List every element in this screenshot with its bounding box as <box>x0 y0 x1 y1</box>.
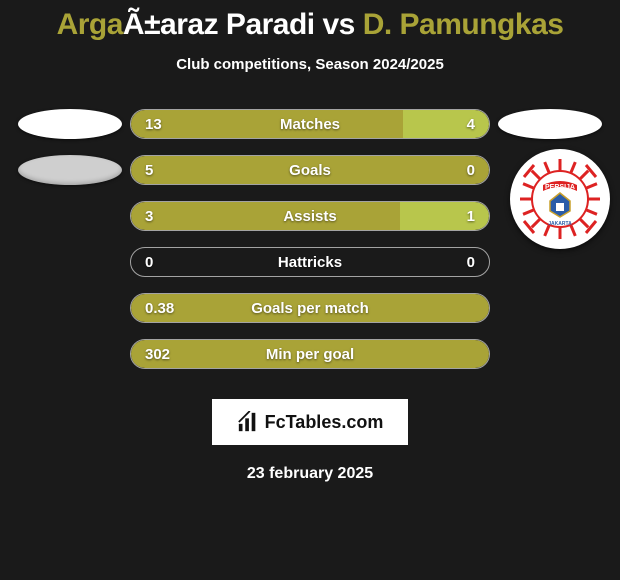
right-slot <box>490 109 610 139</box>
stat-row: 00Hattricks <box>0 239 620 285</box>
stat-bar: 0.38Goals per match <box>130 293 490 323</box>
stat-label: Goals <box>131 156 489 184</box>
stat-label: Assists <box>131 202 489 230</box>
stat-row: 302Min per goal <box>0 331 620 377</box>
subtitle: Club competitions, Season 2024/2025 <box>0 56 620 73</box>
fctables-label: FcTables.com <box>265 412 384 433</box>
player1-shadow-placeholder <box>18 155 122 185</box>
stat-bar: 302Min per goal <box>130 339 490 369</box>
persija-logo: PERSIJA JAKARTA <box>518 157 602 241</box>
page-title: ArgaÃ±araz Paradi vs D. Pamungkas <box>0 8 620 42</box>
fctables-icon <box>237 411 259 433</box>
svg-text:PERSIJA: PERSIJA <box>545 184 575 191</box>
stat-label: Hattricks <box>131 248 489 276</box>
comparison-card: ArgaÃ±araz Paradi vs D. Pamungkas Club c… <box>0 0 620 483</box>
stat-label: Matches <box>131 110 489 138</box>
title-vs: vs <box>315 8 363 41</box>
stat-bar: 00Hattricks <box>130 247 490 277</box>
left-slot <box>10 155 130 185</box>
fctables-watermark: FcTables.com <box>210 397 410 447</box>
date: 23 february 2025 <box>0 465 620 483</box>
player1-avatar-placeholder <box>18 109 122 139</box>
player2-avatar-placeholder <box>498 109 602 139</box>
title-player1-part1: Arga <box>57 8 123 41</box>
stat-label: Goals per match <box>131 294 489 322</box>
stat-row: 134Matches <box>0 101 620 147</box>
left-slot <box>10 109 130 139</box>
stat-row: 0.38Goals per match <box>0 285 620 331</box>
title-player1-part2: Ã±araz Paradi <box>123 8 315 41</box>
player2-club-badge: PERSIJA JAKARTA <box>510 149 610 249</box>
stat-bar: 134Matches <box>130 109 490 139</box>
svg-text:JAKARTA: JAKARTA <box>548 221 572 227</box>
title-player2: D. Pamungkas <box>363 8 564 41</box>
stat-label: Min per goal <box>131 340 489 368</box>
stats-area: 134Matches 50Goals 31Assists 00Hattricks 0.3… <box>0 101 620 377</box>
stat-bar: 31Assists <box>130 201 490 231</box>
stat-bar: 50Goals <box>130 155 490 185</box>
